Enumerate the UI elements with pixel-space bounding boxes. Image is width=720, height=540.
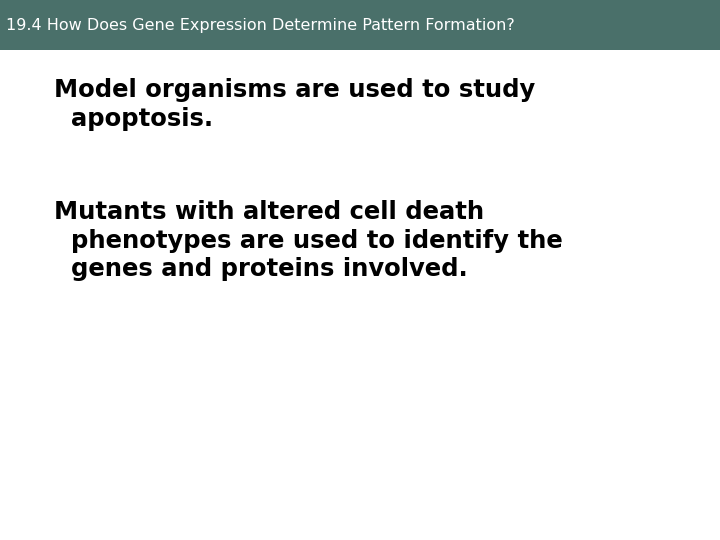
Text: Model organisms are used to study
  apoptosis.: Model organisms are used to study apopto…	[54, 78, 535, 131]
Text: Mutants with altered cell death
  phenotypes are used to identify the
  genes an: Mutants with altered cell death phenotyp…	[54, 200, 563, 281]
Text: 19.4 How Does Gene Expression Determine Pattern Formation?: 19.4 How Does Gene Expression Determine …	[6, 18, 515, 32]
